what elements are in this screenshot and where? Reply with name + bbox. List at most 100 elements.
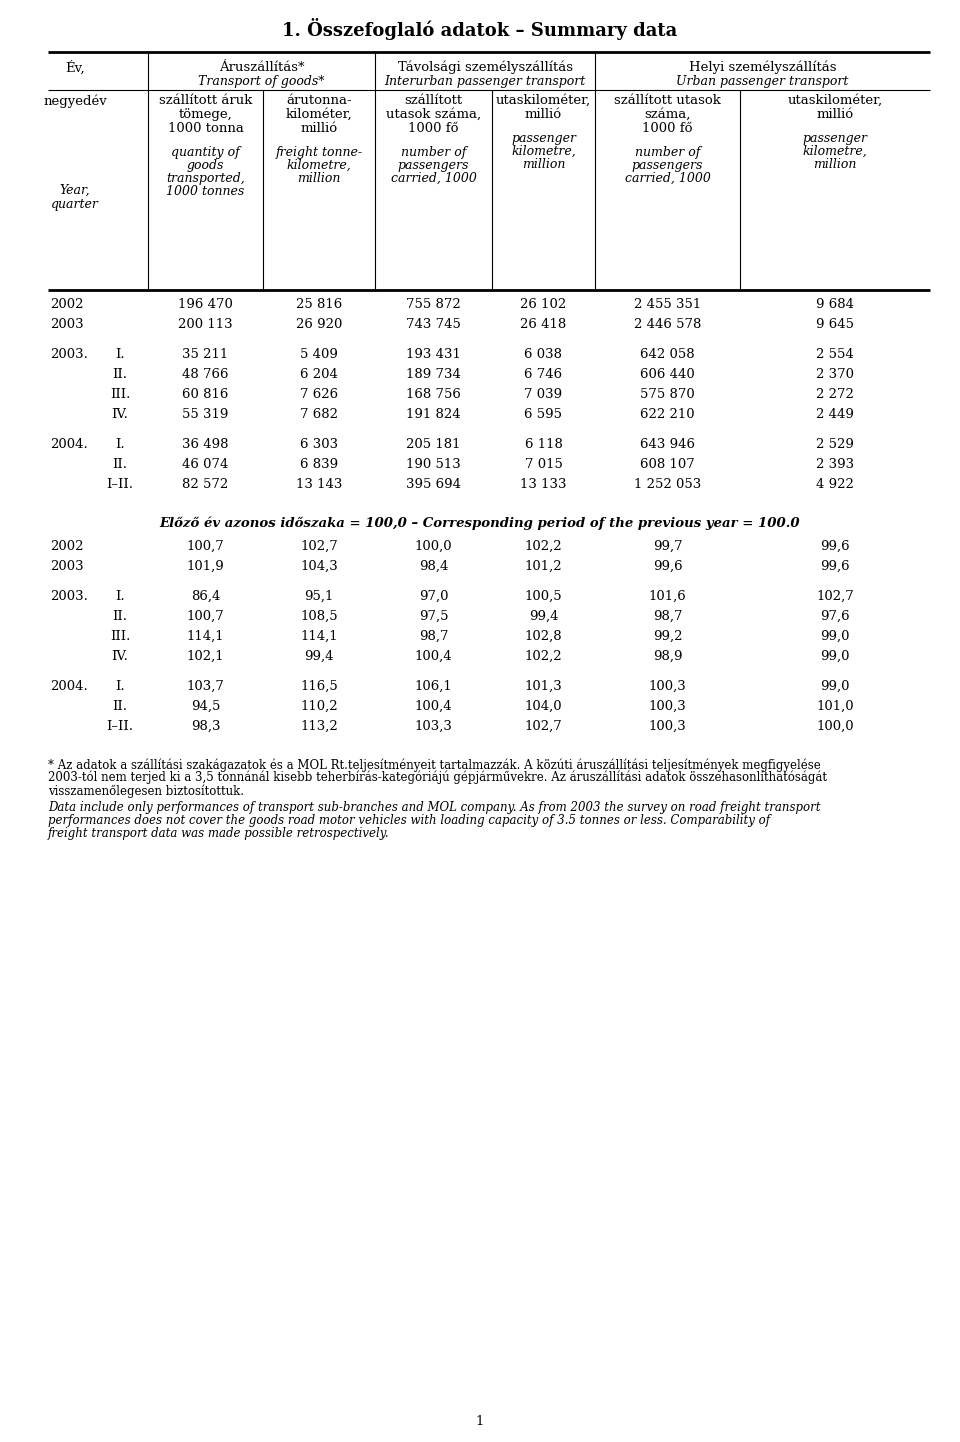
Text: 104,3: 104,3 bbox=[300, 559, 338, 572]
Text: 98,3: 98,3 bbox=[191, 720, 220, 733]
Text: 606 440: 606 440 bbox=[640, 368, 695, 381]
Text: 55 319: 55 319 bbox=[182, 408, 228, 421]
Text: 2 449: 2 449 bbox=[816, 408, 854, 421]
Text: 608 107: 608 107 bbox=[640, 459, 695, 472]
Text: negyedév: negyedév bbox=[43, 94, 107, 108]
Text: Helyi személyszállítás: Helyi személyszállítás bbox=[688, 61, 836, 75]
Text: 106,1: 106,1 bbox=[415, 681, 452, 694]
Text: 2 554: 2 554 bbox=[816, 348, 853, 360]
Text: 743 745: 743 745 bbox=[406, 319, 461, 332]
Text: 102,7: 102,7 bbox=[816, 590, 853, 603]
Text: carried, 1000: carried, 1000 bbox=[625, 172, 710, 185]
Text: 99,0: 99,0 bbox=[820, 681, 850, 694]
Text: 46 074: 46 074 bbox=[182, 459, 228, 472]
Text: 99,6: 99,6 bbox=[653, 559, 683, 572]
Text: 7 626: 7 626 bbox=[300, 388, 338, 401]
Text: 395 694: 395 694 bbox=[406, 477, 461, 490]
Text: 1000 fő: 1000 fő bbox=[408, 123, 459, 136]
Text: 1000 fő: 1000 fő bbox=[642, 123, 693, 136]
Text: 102,2: 102,2 bbox=[525, 650, 563, 663]
Text: 94,5: 94,5 bbox=[191, 699, 220, 712]
Text: kilometre,: kilometre, bbox=[511, 146, 576, 159]
Text: 13 133: 13 133 bbox=[520, 477, 566, 490]
Text: 1: 1 bbox=[476, 1415, 484, 1428]
Text: 48 766: 48 766 bbox=[182, 368, 228, 381]
Text: száma,: száma, bbox=[644, 108, 690, 121]
Text: quarter: quarter bbox=[51, 198, 99, 211]
Text: szállított utasok: szállított utasok bbox=[614, 94, 721, 107]
Text: I–II.: I–II. bbox=[107, 720, 133, 733]
Text: 100,7: 100,7 bbox=[186, 610, 225, 623]
Text: szállított: szállított bbox=[404, 94, 463, 107]
Text: 26 418: 26 418 bbox=[520, 319, 566, 332]
Text: kilométer,: kilométer, bbox=[286, 108, 352, 121]
Text: IV.: IV. bbox=[111, 408, 129, 421]
Text: million: million bbox=[813, 159, 856, 172]
Text: 26 920: 26 920 bbox=[296, 319, 342, 332]
Text: 100,0: 100,0 bbox=[816, 720, 853, 733]
Text: 100,3: 100,3 bbox=[649, 681, 686, 694]
Text: 7 682: 7 682 bbox=[300, 408, 338, 421]
Text: visszamenőlegesen biztosítottuk.: visszamenőlegesen biztosítottuk. bbox=[48, 784, 244, 797]
Text: 4 922: 4 922 bbox=[816, 477, 854, 490]
Text: 6 204: 6 204 bbox=[300, 368, 338, 381]
Text: millió: millió bbox=[816, 108, 853, 121]
Text: 575 870: 575 870 bbox=[640, 388, 695, 401]
Text: 99,6: 99,6 bbox=[820, 559, 850, 572]
Text: number of: number of bbox=[401, 146, 467, 159]
Text: Urban passenger transport: Urban passenger transport bbox=[676, 75, 849, 88]
Text: 6 118: 6 118 bbox=[524, 438, 563, 451]
Text: 1. Összefoglaló adatok – Summary data: 1. Összefoglaló adatok – Summary data bbox=[282, 17, 678, 40]
Text: II.: II. bbox=[112, 610, 128, 623]
Text: 98,7: 98,7 bbox=[653, 610, 683, 623]
Text: IV.: IV. bbox=[111, 650, 129, 663]
Text: 196 470: 196 470 bbox=[178, 298, 233, 311]
Text: kilometre,: kilometre, bbox=[803, 146, 868, 159]
Text: transported,: transported, bbox=[166, 172, 245, 185]
Text: 2003.: 2003. bbox=[50, 348, 88, 360]
Text: 25 816: 25 816 bbox=[296, 298, 342, 311]
Text: million: million bbox=[522, 159, 565, 172]
Text: 98,7: 98,7 bbox=[419, 630, 448, 643]
Text: 622 210: 622 210 bbox=[640, 408, 695, 421]
Text: 205 181: 205 181 bbox=[406, 438, 461, 451]
Text: 100,5: 100,5 bbox=[525, 590, 563, 603]
Text: 2003.: 2003. bbox=[50, 590, 88, 603]
Text: 86,4: 86,4 bbox=[191, 590, 220, 603]
Text: 642 058: 642 058 bbox=[640, 348, 695, 360]
Text: carried, 1000: carried, 1000 bbox=[391, 172, 476, 185]
Text: utaskilométer,: utaskilométer, bbox=[496, 94, 591, 107]
Text: 1000 tonnes: 1000 tonnes bbox=[166, 185, 245, 198]
Text: freight transport data was made possible retrospectively.: freight transport data was made possible… bbox=[48, 828, 390, 841]
Text: Interurban passenger transport: Interurban passenger transport bbox=[384, 75, 586, 88]
Text: 1 252 053: 1 252 053 bbox=[634, 477, 701, 490]
Text: 104,0: 104,0 bbox=[525, 699, 563, 712]
Text: 6 038: 6 038 bbox=[524, 348, 563, 360]
Text: 190 513: 190 513 bbox=[406, 459, 461, 472]
Text: 7 015: 7 015 bbox=[524, 459, 563, 472]
Text: kilometre,: kilometre, bbox=[287, 159, 351, 172]
Text: 101,0: 101,0 bbox=[816, 699, 853, 712]
Text: 7 039: 7 039 bbox=[524, 388, 563, 401]
Text: 99,0: 99,0 bbox=[820, 630, 850, 643]
Text: 116,5: 116,5 bbox=[300, 681, 338, 694]
Text: 60 816: 60 816 bbox=[182, 388, 228, 401]
Text: 35 211: 35 211 bbox=[182, 348, 228, 360]
Text: 110,2: 110,2 bbox=[300, 699, 338, 712]
Text: 95,1: 95,1 bbox=[304, 590, 334, 603]
Text: III.: III. bbox=[109, 630, 131, 643]
Text: 100,4: 100,4 bbox=[415, 699, 452, 712]
Text: II.: II. bbox=[112, 459, 128, 472]
Text: 6 839: 6 839 bbox=[300, 459, 338, 472]
Text: I.: I. bbox=[115, 681, 125, 694]
Text: 2 529: 2 529 bbox=[816, 438, 854, 451]
Text: 103,3: 103,3 bbox=[415, 720, 452, 733]
Text: 2 272: 2 272 bbox=[816, 388, 854, 401]
Text: Távolsági személyszállítás: Távolsági személyszállítás bbox=[397, 61, 572, 75]
Text: millió: millió bbox=[300, 123, 338, 136]
Text: 108,5: 108,5 bbox=[300, 610, 338, 623]
Text: 755 872: 755 872 bbox=[406, 298, 461, 311]
Text: 2 393: 2 393 bbox=[816, 459, 854, 472]
Text: 2002: 2002 bbox=[50, 539, 84, 552]
Text: Év,: Év, bbox=[65, 61, 84, 75]
